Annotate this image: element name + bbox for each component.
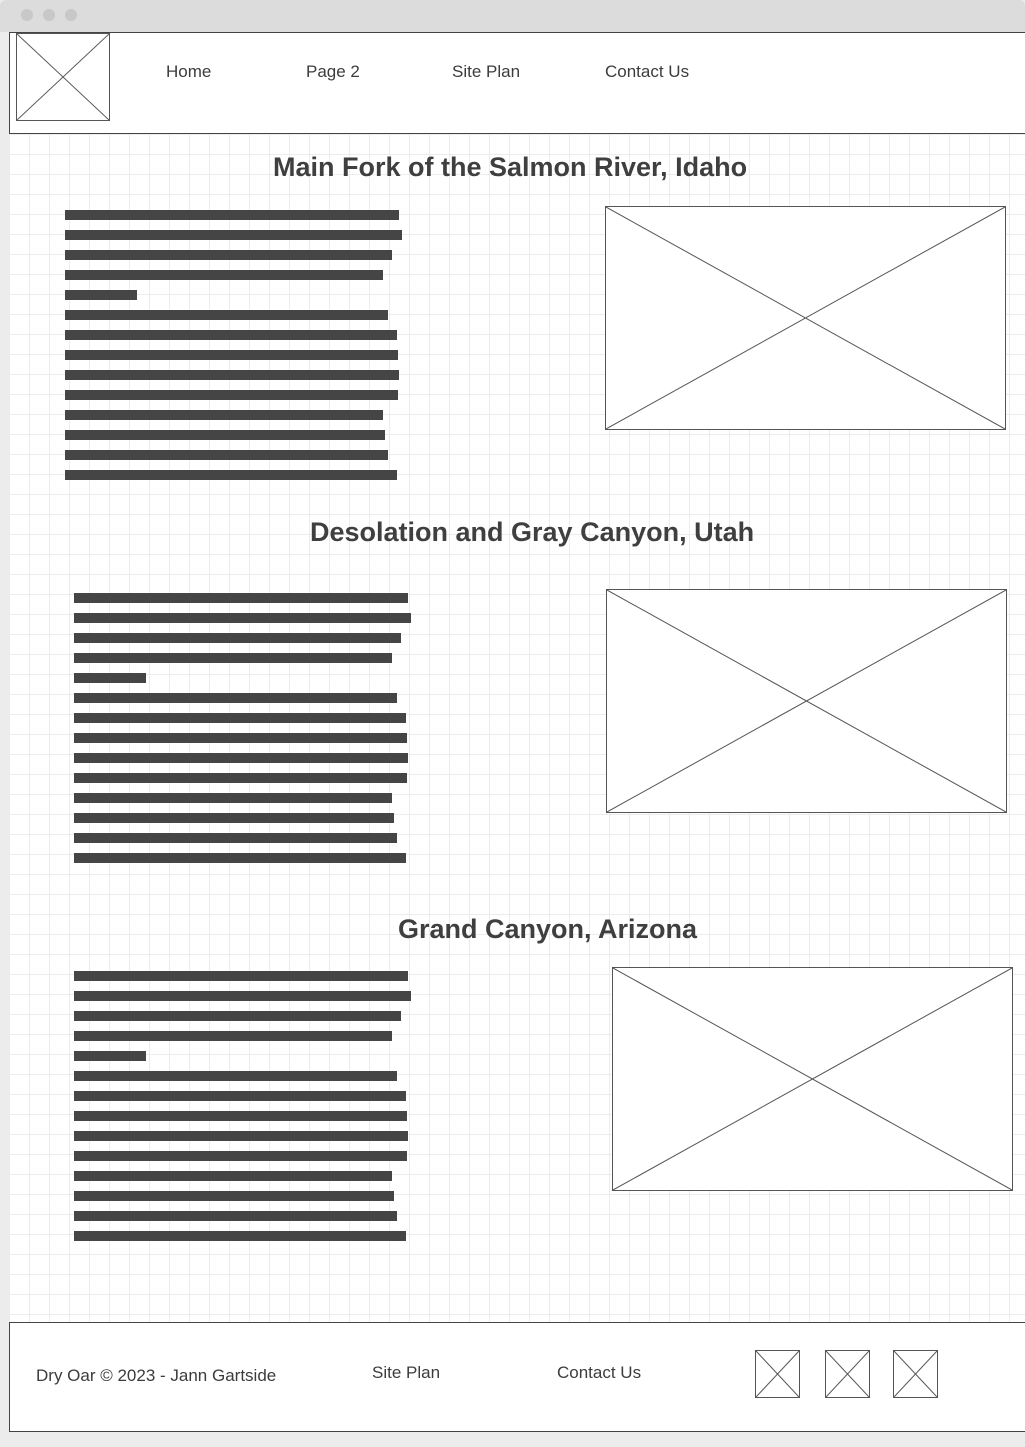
text-line bbox=[65, 350, 398, 360]
text-line bbox=[74, 1231, 406, 1241]
text-line bbox=[74, 613, 411, 623]
text-line bbox=[65, 390, 398, 400]
window-close-dot[interactable] bbox=[21, 9, 33, 21]
footer-contact-us-link[interactable]: Contact Us bbox=[557, 1363, 642, 1382]
text-line bbox=[74, 673, 146, 683]
text-line bbox=[65, 310, 388, 320]
text-line bbox=[65, 370, 399, 380]
text-line bbox=[74, 853, 406, 863]
section-title-salmon: Main Fork of the Salmon River, Idaho bbox=[273, 152, 748, 182]
text-line bbox=[74, 971, 408, 981]
section-title-desolation: Desolation and Gray Canyon, Utah bbox=[310, 517, 755, 547]
text-line bbox=[74, 733, 407, 743]
footer-copyright: Dry Oar © 2023 - Jann Gartside bbox=[36, 1366, 277, 1385]
text-line bbox=[74, 991, 411, 1001]
social-icon-3[interactable] bbox=[893, 1350, 938, 1398]
section-image-salmon-icon bbox=[605, 206, 1006, 430]
text-line bbox=[74, 1131, 408, 1141]
window-maximize-dot[interactable] bbox=[65, 9, 77, 21]
text-line bbox=[65, 410, 383, 420]
text-line bbox=[74, 693, 397, 703]
text-line bbox=[74, 833, 397, 843]
text-line bbox=[74, 713, 406, 723]
window-minimize-dot[interactable] bbox=[43, 9, 55, 21]
text-line bbox=[74, 793, 392, 803]
text-line bbox=[74, 1191, 394, 1201]
section-image-grand-canyon-icon bbox=[612, 967, 1013, 1191]
text-line bbox=[65, 210, 399, 220]
footer-site-plan-link[interactable]: Site Plan bbox=[372, 1363, 441, 1382]
window-titlebar bbox=[0, 0, 1025, 32]
text-line bbox=[74, 813, 394, 823]
text-line bbox=[65, 250, 392, 260]
text-line bbox=[65, 470, 397, 480]
site-header bbox=[9, 32, 1025, 134]
text-line bbox=[74, 1091, 406, 1101]
text-line bbox=[74, 1171, 392, 1181]
text-line bbox=[74, 773, 407, 783]
text-line bbox=[74, 1111, 407, 1121]
nav-page2-link[interactable]: Page 2 bbox=[306, 62, 360, 81]
social-icon-2[interactable] bbox=[825, 1350, 870, 1398]
text-line bbox=[74, 1031, 392, 1041]
text-line bbox=[74, 593, 408, 603]
text-line bbox=[74, 1011, 401, 1021]
text-line bbox=[74, 653, 392, 663]
nav-contact-us-link[interactable]: Contact Us bbox=[605, 62, 690, 81]
text-line bbox=[65, 330, 397, 340]
nav-home-link[interactable]: Home bbox=[166, 62, 212, 81]
text-line bbox=[65, 230, 402, 240]
text-line bbox=[65, 430, 385, 440]
section-title-grand-canyon: Grand Canyon, Arizona bbox=[398, 914, 698, 944]
text-line bbox=[65, 270, 383, 280]
text-line bbox=[74, 1071, 397, 1081]
text-line bbox=[74, 1211, 397, 1221]
nav-site-plan-link[interactable]: Site Plan bbox=[452, 62, 521, 81]
social-icon-1[interactable] bbox=[755, 1350, 800, 1398]
text-line bbox=[65, 290, 137, 300]
text-line bbox=[74, 753, 408, 763]
logo-placeholder-icon[interactable] bbox=[16, 33, 110, 121]
text-line bbox=[74, 633, 401, 643]
text-line bbox=[74, 1151, 407, 1161]
text-line bbox=[74, 1051, 146, 1061]
text-line bbox=[65, 450, 388, 460]
section-image-desolation-icon bbox=[606, 589, 1007, 813]
